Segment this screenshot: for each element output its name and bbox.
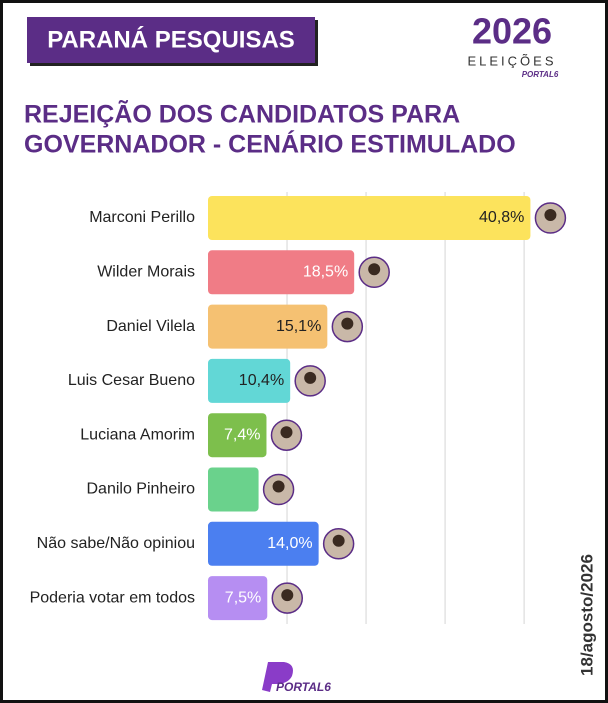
bar bbox=[208, 467, 259, 512]
value-label: 18,5% bbox=[303, 264, 348, 281]
avatar-head bbox=[368, 263, 381, 276]
value-label: 15,1% bbox=[276, 318, 321, 335]
avatar-head bbox=[280, 426, 293, 439]
chart-title: REJEIÇÃO DOS CANDIDATOS PARA bbox=[24, 99, 460, 129]
bar bbox=[208, 521, 319, 566]
y-tick-label: Luis Cesar Bueno bbox=[68, 372, 195, 389]
avatar-head bbox=[304, 371, 317, 384]
bar bbox=[208, 304, 328, 349]
chart-title: GOVERNADOR - CENÁRIO ESTIMULADO bbox=[24, 130, 516, 159]
footer-logo-icon bbox=[262, 662, 293, 692]
bar bbox=[208, 250, 355, 295]
value-label: 7,4% bbox=[224, 426, 260, 443]
bar bbox=[208, 358, 291, 403]
badge bbox=[27, 17, 315, 63]
bar bbox=[208, 576, 268, 621]
value-label: 40,8% bbox=[479, 209, 524, 226]
y-tick-label: Danilo Pinheiro bbox=[86, 481, 195, 498]
y-tick-label: Poderia votar em todos bbox=[30, 589, 195, 606]
y-tick-label: Não sabe/Não opiniou bbox=[37, 535, 195, 552]
avatar-head bbox=[281, 589, 294, 602]
logo-word: ELEIÇÕES bbox=[467, 53, 556, 68]
logo-year: 2026 bbox=[472, 11, 552, 52]
badge-text: PARANÁ PESQUISAS bbox=[47, 25, 295, 53]
y-tick-label: Luciana Amorim bbox=[80, 426, 195, 443]
logo-brand: PORTAL6 bbox=[522, 70, 559, 79]
avatar-head bbox=[341, 317, 354, 330]
y-tick-label: Marconi Perillo bbox=[89, 209, 195, 226]
y-tick-label: Wilder Morais bbox=[97, 264, 195, 281]
bar bbox=[208, 413, 267, 458]
bar bbox=[208, 196, 531, 240]
y-tick-label: Daniel Vilela bbox=[106, 318, 195, 335]
avatar-head bbox=[332, 534, 345, 547]
date: 18/agosto/2026 bbox=[577, 554, 596, 676]
avatar-head bbox=[272, 480, 285, 493]
value-label: 7,5% bbox=[225, 589, 261, 606]
value-label: 10,4% bbox=[239, 372, 284, 389]
value-label: 14,0% bbox=[267, 535, 312, 552]
avatar-head bbox=[544, 209, 557, 221]
footer-brand: PORTAL6 bbox=[276, 680, 331, 694]
